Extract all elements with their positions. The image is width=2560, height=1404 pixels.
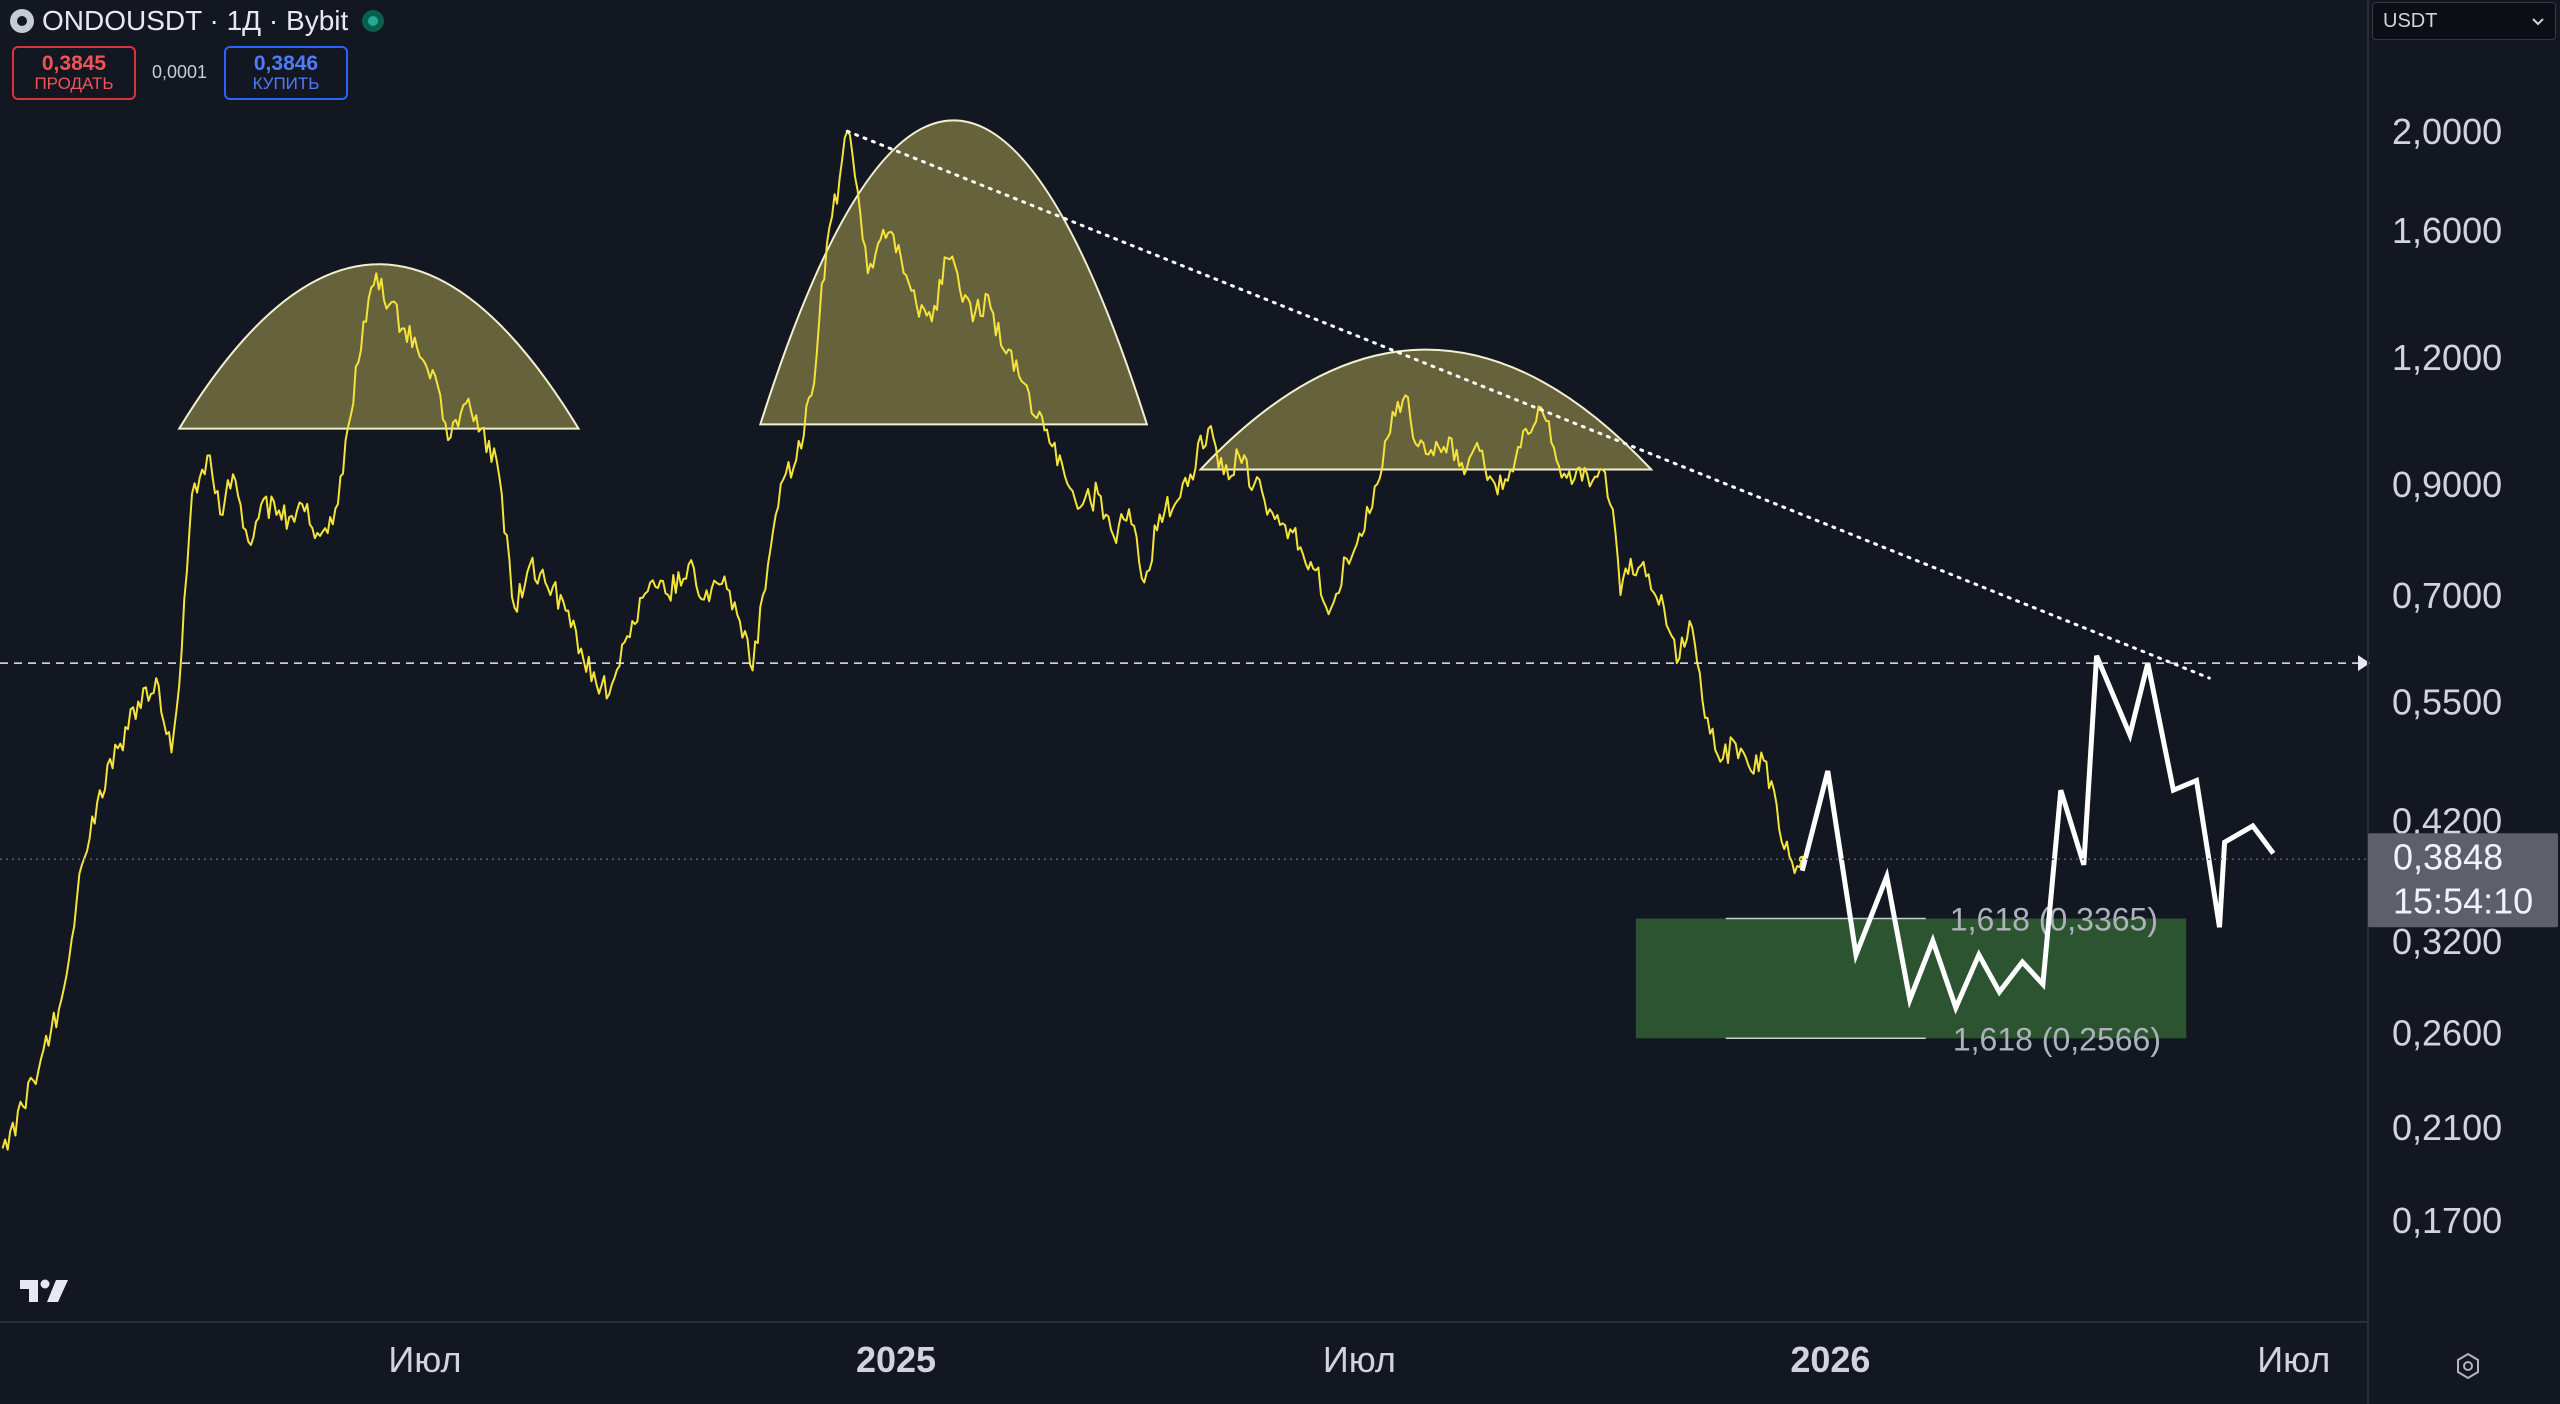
buy-label: КУПИТЬ bbox=[252, 74, 320, 94]
forecast-line bbox=[1799, 654, 2276, 1015]
x-tick-label: 2025 bbox=[856, 1339, 936, 1380]
sell-label: ПРОДАТЬ bbox=[34, 74, 114, 94]
y-tick-label: 0,2100 bbox=[2392, 1107, 2502, 1148]
descending-trendline bbox=[845, 129, 2211, 680]
rounding-arc bbox=[758, 119, 1149, 426]
buy-button[interactable]: 0,3846 КУПИТЬ bbox=[224, 46, 348, 100]
y-tick-label: 0,2600 bbox=[2392, 1012, 2502, 1053]
price-line bbox=[1, 130, 1804, 1151]
y-tick-label: 0,5500 bbox=[2392, 682, 2502, 723]
x-tick-label: 2026 bbox=[1790, 1339, 1870, 1380]
target-zone bbox=[1635, 918, 2187, 1039]
current-price-tag bbox=[2368, 833, 2558, 928]
y-tick-label: 0,7000 bbox=[2392, 575, 2502, 616]
chart-header: ONDOUSDT · 1Д · Bybit bbox=[10, 2, 385, 40]
y-tick-label: 0,1700 bbox=[2392, 1200, 2502, 1241]
settings-icon[interactable] bbox=[2452, 1350, 2484, 1382]
countdown-timer-label: 15:54:10 bbox=[2393, 880, 2533, 921]
chevron-down-icon bbox=[2532, 18, 2544, 26]
time-axis-background bbox=[0, 1322, 2560, 1404]
currency-label: USDT bbox=[2383, 9, 2438, 32]
horizontal-level-arrow bbox=[2358, 655, 2370, 672]
tradingview-logo-icon[interactable] bbox=[18, 1276, 70, 1306]
rounding-arc bbox=[1198, 348, 1654, 471]
buy-price: 0,3846 bbox=[253, 52, 319, 76]
market-status-icon bbox=[362, 10, 385, 32]
sell-button[interactable]: 0,3845 ПРОДАТЬ bbox=[12, 46, 136, 100]
exchange-logo-icon bbox=[10, 9, 34, 33]
x-tick-label: Июл bbox=[388, 1339, 461, 1380]
fib-level-label: 1,618 (0,3365) bbox=[1950, 902, 2158, 938]
rounding-arc bbox=[177, 263, 581, 430]
current-price-label: 0,3848 bbox=[2393, 836, 2503, 877]
y-tick-label: 1,2000 bbox=[2392, 337, 2502, 378]
y-tick-label: 2,0000 bbox=[2392, 111, 2502, 152]
sell-price: 0,3845 bbox=[41, 52, 107, 76]
x-tick-label: Июл bbox=[2257, 1339, 2330, 1380]
fib-level-label: 1,618 (0,2566) bbox=[1953, 1021, 2161, 1057]
x-tick-label: Июл bbox=[1323, 1339, 1396, 1380]
y-tick-label: 1,6000 bbox=[2392, 210, 2502, 251]
symbol-title[interactable]: ONDOUSDT · 1Д · Bybit bbox=[42, 5, 349, 36]
currency-select[interactable]: USDT bbox=[2372, 2, 2556, 40]
y-tick-label: 0,9000 bbox=[2392, 464, 2502, 505]
y-tick-label: 0,3200 bbox=[2392, 921, 2502, 962]
spread-value: 0,0001 bbox=[152, 62, 208, 82]
